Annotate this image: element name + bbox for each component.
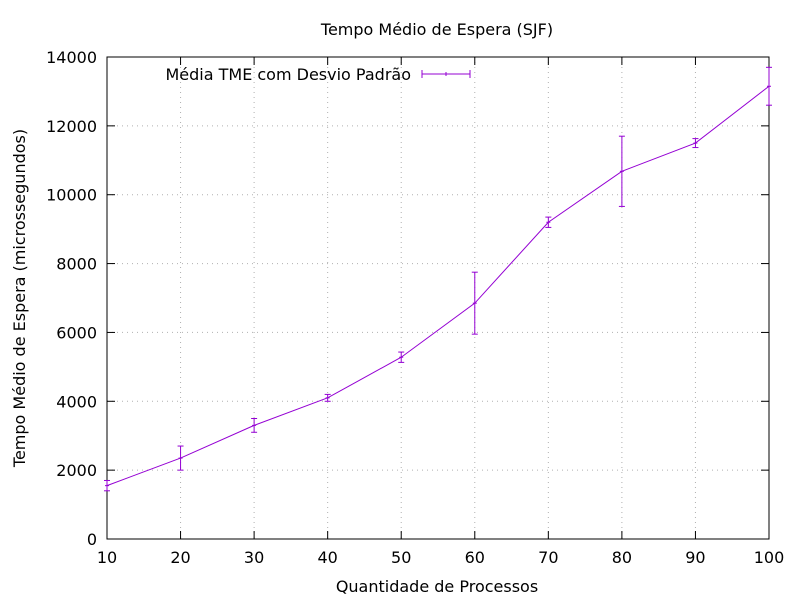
x-tick-label: 40: [317, 548, 337, 567]
error-bar: [692, 138, 699, 149]
x-tick-label: 80: [612, 548, 632, 567]
grid-lines: [107, 57, 769, 539]
x-tick-label: 10: [97, 548, 117, 567]
error-bar: [251, 418, 258, 433]
error-bar: [766, 66, 772, 106]
y-tick-label: 6000: [56, 323, 97, 342]
error-bar: [398, 351, 405, 363]
y-tick-label: 14000: [46, 48, 97, 67]
error-bar: [618, 135, 625, 207]
x-tick-label: 90: [685, 548, 705, 567]
x-axis-label: Quantidade de Processos: [336, 577, 538, 596]
y-tick-label: 4000: [56, 392, 97, 411]
x-tick-label: 100: [754, 548, 785, 567]
axis-ticks: 10 20 30 40 50 60 70 80 90 100 0 2000 4000 6000 8000 10…: [46, 48, 784, 567]
y-tick-label: 10000: [46, 186, 97, 205]
x-tick-label: 30: [244, 548, 264, 567]
chart-title: Tempo Médio de Espera (SJF): [320, 20, 553, 39]
x-tick-label: 60: [465, 548, 485, 567]
x-tick-label: 20: [170, 548, 190, 567]
plot-border: [106, 56, 770, 540]
series-layer: [104, 66, 772, 492]
error-bar: [104, 479, 110, 492]
error-bar: [545, 216, 552, 228]
error-bar: [324, 393, 331, 402]
y-tick-label: 0: [87, 530, 97, 549]
y-tick-label: 2000: [56, 461, 97, 480]
series-line: [106, 85, 770, 487]
error-bar: [471, 271, 478, 335]
y-axis-label: Tempo Médio de Espera (microssegundos): [10, 129, 29, 468]
legend-label: Média TME com Desvio Padrão: [165, 65, 411, 84]
y-tick-label: 12000: [46, 117, 97, 136]
error-bar: [177, 445, 184, 471]
y-tick-label: 8000: [56, 255, 97, 274]
x-tick-label: 70: [538, 548, 558, 567]
legend: Média TME com Desvio Padrão: [165, 65, 471, 84]
x-tick-label: 50: [391, 548, 411, 567]
